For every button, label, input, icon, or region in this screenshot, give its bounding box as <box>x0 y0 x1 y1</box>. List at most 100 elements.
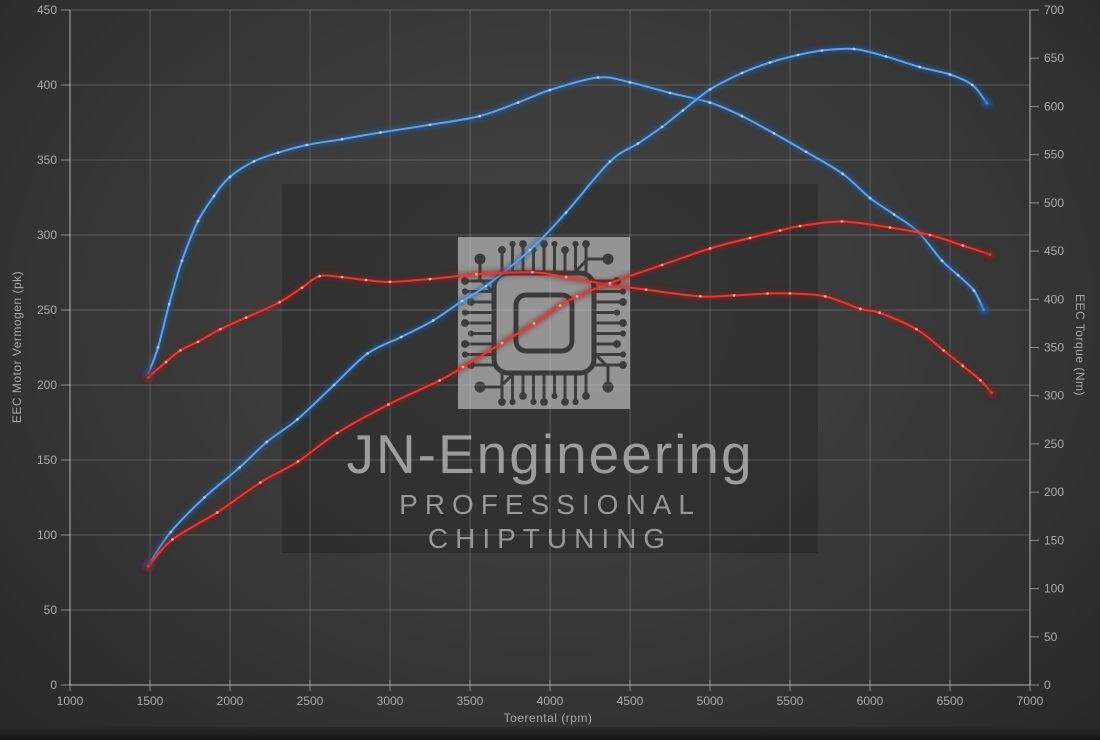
y-axis-left-title: EEC Motor Vermogen (pk) <box>10 270 24 424</box>
torque-stock-red-point <box>318 274 321 278</box>
torque-stock-red-point <box>564 275 568 279</box>
power-tuned-blue-point <box>708 88 712 91</box>
power-stock-red-point <box>608 281 612 285</box>
power-tuned-blue-point <box>681 109 685 112</box>
power-tuned-blue-point <box>971 83 974 87</box>
power-tuned-blue-point <box>740 71 744 75</box>
torque-tuned-blue-point <box>740 114 744 118</box>
y-left-tick-label: 450 <box>37 3 57 17</box>
y-right-tick-label: 600 <box>1044 99 1064 113</box>
torque-stock-red-point <box>340 275 344 279</box>
torque-stock-red-point <box>732 294 736 297</box>
bottom-edge-bar <box>0 727 1100 740</box>
torque-tuned-blue-point <box>196 219 200 223</box>
torque-tuned-blue-point <box>868 196 872 200</box>
x-tick-label: 6500 <box>937 694 964 708</box>
power-tuned-blue-point <box>295 418 299 421</box>
x-tick-label: 1500 <box>137 694 164 708</box>
power-stock-red-point <box>888 226 892 229</box>
x-tick-label: 4000 <box>537 694 564 708</box>
torque-tuned-blue-point <box>379 131 382 134</box>
x-tick-label: 1000 <box>57 694 84 708</box>
power-tuned-blue-point <box>169 530 173 534</box>
torque-stock-red-point <box>364 278 368 282</box>
x-tick-label: 4500 <box>617 694 644 708</box>
torque-tuned-blue-point <box>628 80 632 84</box>
torque-tuned-blue-point <box>956 273 960 277</box>
y-axis-right-title: EEC Torque (Nm) <box>1073 294 1087 396</box>
x-tick-label: 6000 <box>857 694 884 708</box>
power-stock-red-point <box>660 263 664 267</box>
power-stock-red-point <box>961 244 965 247</box>
x-axis-title: Toerental (rpm) <box>503 711 593 725</box>
power-tuned-blue-point <box>265 440 269 444</box>
watermark-subtitle: PROFESSIONAL CHIPTUNING <box>399 489 701 554</box>
power-tuned-blue-endpoint-glow <box>982 98 992 108</box>
y-right-tick-label: 350 <box>1044 341 1064 355</box>
torque-tuned-blue-point <box>772 132 776 135</box>
y-right-tick-label: 700 <box>1044 3 1064 17</box>
torque-stock-red-point <box>196 340 200 344</box>
power-stock-red-point <box>387 403 390 406</box>
power-tuned-blue-point <box>238 466 242 469</box>
torque-stock-red-curve <box>147 271 993 394</box>
x-tick-label: 7000 <box>1017 694 1044 708</box>
torque-tuned-blue-point <box>228 175 232 179</box>
torque-stock-red-point <box>244 316 248 320</box>
torque-stock-red-point <box>823 294 827 298</box>
power-tuned-blue-point <box>399 335 403 339</box>
power-tuned-blue-point <box>768 61 772 64</box>
y-right-tick-label: 550 <box>1044 148 1064 162</box>
power-tuned-blue-point <box>884 55 888 58</box>
power-stock-red-point <box>259 481 262 484</box>
y-right-tick-label: 250 <box>1044 437 1064 451</box>
power-stock-red-point <box>171 538 174 541</box>
torque-tuned-blue-point <box>428 123 432 127</box>
torque-stock-red-point <box>788 292 792 295</box>
y-left-tick-label: 150 <box>37 453 57 467</box>
torque-tuned-blue-point <box>804 150 808 154</box>
torque-stock-red-point <box>428 277 432 281</box>
power-tuned-blue-point <box>484 284 488 288</box>
x-tick-label: 3000 <box>377 694 404 708</box>
torque-stock-red-point <box>644 288 648 292</box>
power-stock-red-point <box>438 379 441 382</box>
y-right-tick-label: 0 <box>1044 678 1051 692</box>
power-stock-red-point <box>778 229 782 232</box>
power-tuned-blue-point <box>431 319 435 322</box>
y-left-tick-label: 50 <box>44 603 58 617</box>
torque-stock-red-glow <box>144 268 996 397</box>
torque-stock-red-point <box>961 364 965 368</box>
torque-tuned-blue-point <box>478 114 481 118</box>
y-left-tick-label: 200 <box>37 378 57 392</box>
power-stock-red-point <box>575 295 579 298</box>
power-tuned-blue-point <box>528 248 532 252</box>
power-stock-red-point <box>500 341 504 345</box>
chip-circuit-traces <box>461 240 627 406</box>
torque-tuned-blue-point <box>708 101 712 104</box>
power-stock-red-glow <box>144 217 994 570</box>
torque-stock-red-point <box>979 378 982 382</box>
power-tuned-blue-point <box>796 53 800 57</box>
y-left-tick-label: 300 <box>37 228 57 242</box>
torque-stock-red-point <box>766 292 769 295</box>
torque-tuned-blue-point <box>841 172 845 176</box>
power-stock-red-point <box>558 304 562 307</box>
power-tuned-blue-point <box>332 383 336 387</box>
power-stock-red-point <box>335 431 339 435</box>
torque-tuned-blue-point <box>252 159 256 163</box>
power-tuned-blue-point <box>660 125 664 129</box>
y-right-tick-label: 500 <box>1044 196 1064 210</box>
power-tuned-blue-point <box>852 47 856 51</box>
y-right-tick-label: 400 <box>1044 292 1064 306</box>
power-stock-red-point <box>928 233 932 237</box>
power-tuned-blue-point <box>366 352 369 355</box>
torque-tuned-blue-point <box>212 194 216 198</box>
power-stock-red-curve <box>147 220 991 568</box>
y-right-tick-label: 200 <box>1044 485 1064 499</box>
power-tuned-blue-point <box>203 496 206 499</box>
torque-tuned-blue-point <box>156 346 160 349</box>
y-right-tick-label: 650 <box>1044 51 1064 65</box>
